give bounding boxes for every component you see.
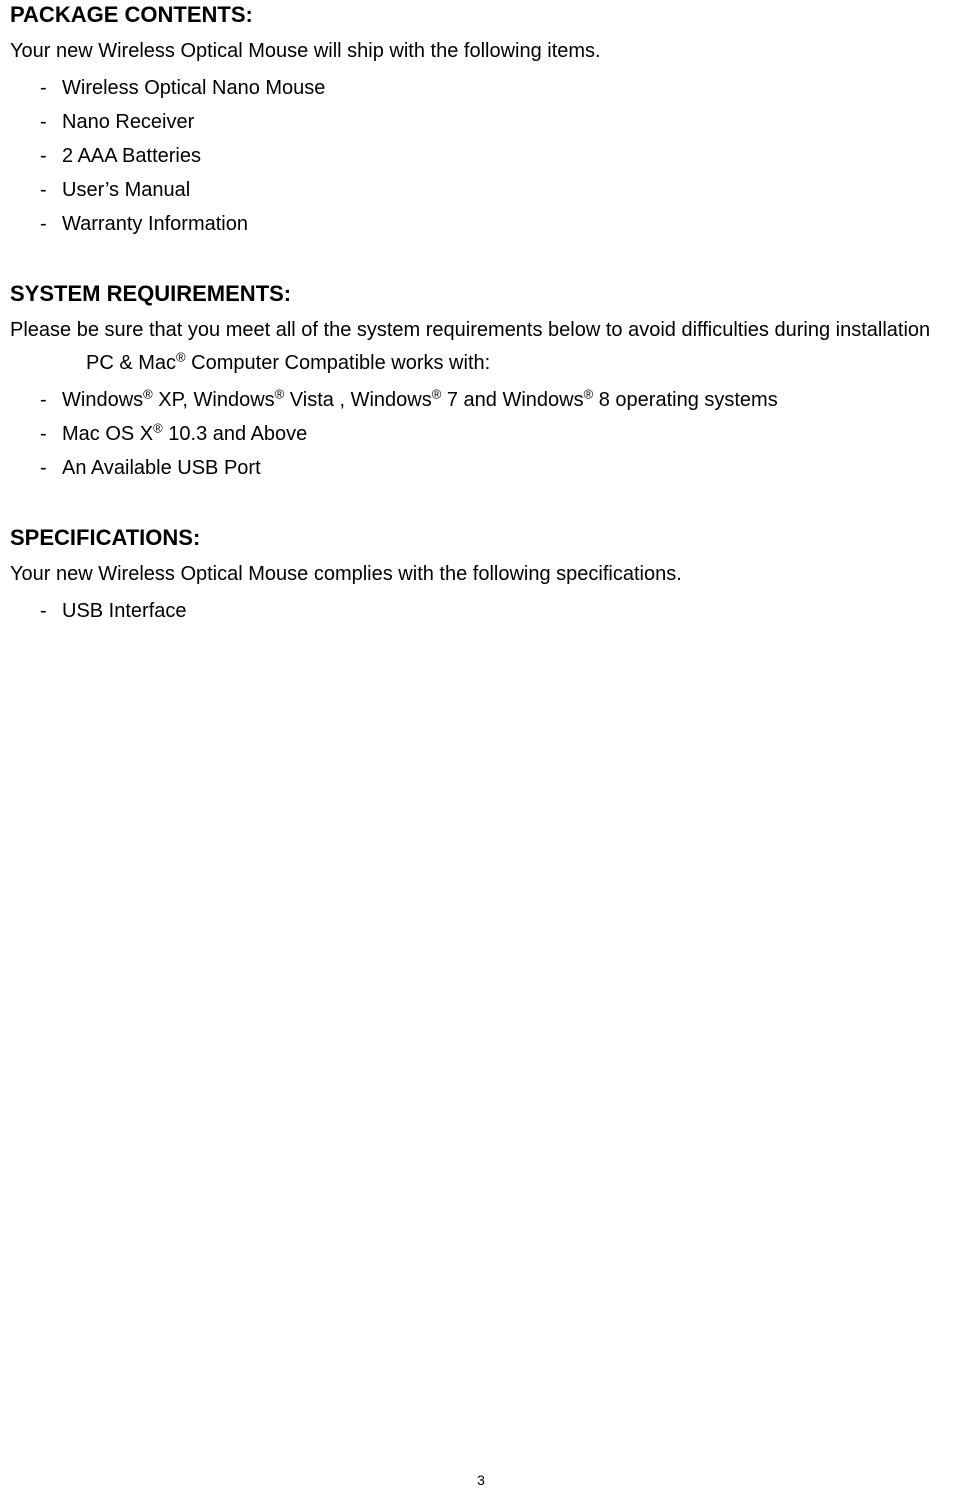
document-page: PACKAGE CONTENTS: Your new Wireless Opti…	[0, 0, 962, 628]
list-item: An Available USB Port	[62, 451, 952, 485]
list-item: Warranty Information	[62, 207, 952, 241]
requirements-intro: Please be sure that you meet all of the …	[10, 317, 952, 344]
subintro-post: Computer Compatible works with:	[186, 352, 491, 374]
list-item: Nano Receiver	[62, 105, 952, 139]
list-item: USB Interface	[62, 594, 952, 628]
item-text: XP, Windows	[153, 389, 275, 411]
section-gap	[10, 241, 952, 279]
registered-symbol: ®	[153, 420, 163, 435]
package-list: Wireless Optical Nano Mouse Nano Receive…	[10, 71, 952, 241]
requirements-list: Windows® XP, Windows® Vista , Windows® 7…	[10, 383, 952, 485]
section-gap	[10, 485, 952, 523]
specs-list: USB Interface	[10, 594, 952, 628]
package-heading: PACKAGE CONTENTS:	[10, 0, 952, 28]
registered-symbol: ®	[143, 386, 153, 401]
registered-symbol: ®	[275, 386, 285, 401]
list-item: Mac OS X® 10.3 and Above	[62, 417, 952, 451]
list-item: 2 AAA Batteries	[62, 139, 952, 173]
list-item: User’s Manual	[62, 173, 952, 207]
specs-heading: SPECIFICATIONS:	[10, 523, 952, 551]
registered-symbol: ®	[432, 386, 442, 401]
list-item: Wireless Optical Nano Mouse	[62, 71, 952, 105]
specs-intro: Your new Wireless Optical Mouse complies…	[10, 561, 952, 588]
item-text: 10.3 and Above	[163, 423, 308, 445]
page-number: 3	[0, 1472, 962, 1488]
package-intro: Your new Wireless Optical Mouse will shi…	[10, 38, 952, 65]
item-text: Vista , Windows	[284, 389, 431, 411]
requirements-subintro: PC & Mac® Computer Compatible works with…	[86, 350, 952, 377]
item-text: Mac OS X	[62, 423, 153, 445]
requirements-heading: SYSTEM REQUIREMENTS:	[10, 279, 952, 307]
registered-symbol: ®	[176, 349, 186, 364]
item-text: 8 operating systems	[593, 389, 778, 411]
item-text: An Available USB Port	[62, 457, 261, 479]
list-item: Windows® XP, Windows® Vista , Windows® 7…	[62, 383, 952, 417]
registered-symbol: ®	[584, 386, 594, 401]
item-text: 7 and Windows	[441, 389, 583, 411]
item-text: Windows	[62, 389, 143, 411]
subintro-pre: PC & Mac	[86, 352, 176, 374]
